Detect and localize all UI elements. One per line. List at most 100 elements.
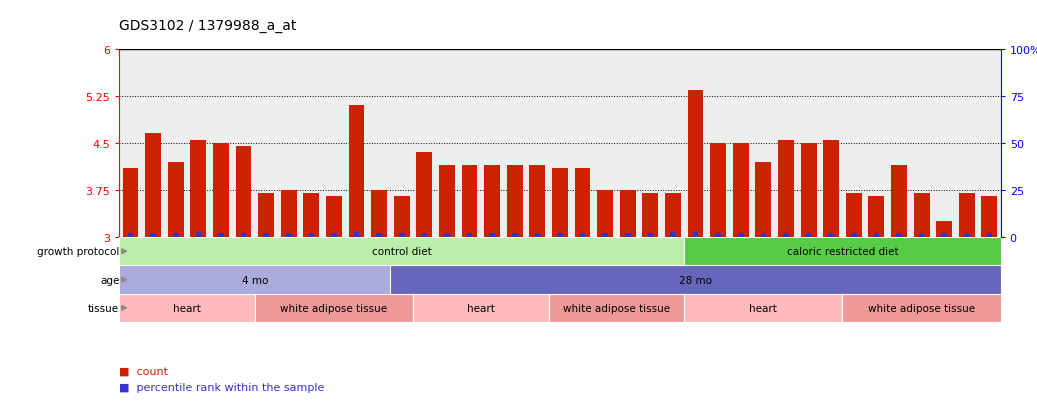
Bar: [168, 162, 184, 237]
Bar: [549, 294, 684, 322]
Bar: [241, 234, 247, 237]
Bar: [391, 266, 1001, 294]
Bar: [942, 234, 947, 237]
Bar: [665, 194, 681, 237]
Text: heart: heart: [173, 303, 201, 313]
Bar: [756, 162, 772, 237]
Bar: [119, 237, 684, 266]
Bar: [801, 144, 816, 237]
Bar: [693, 233, 698, 237]
Bar: [829, 234, 834, 237]
Bar: [964, 234, 970, 237]
Bar: [552, 169, 568, 237]
Bar: [413, 294, 549, 322]
Bar: [842, 294, 1001, 322]
Bar: [873, 234, 879, 237]
Text: growth protocol: growth protocol: [37, 247, 119, 256]
Bar: [823, 140, 839, 237]
Bar: [710, 144, 726, 237]
Bar: [348, 106, 364, 237]
Text: white adipose tissue: white adipose tissue: [280, 303, 388, 313]
Bar: [574, 169, 590, 237]
Bar: [326, 197, 342, 237]
Bar: [255, 294, 413, 322]
Bar: [417, 153, 432, 237]
Bar: [218, 234, 224, 237]
Bar: [760, 234, 766, 237]
Text: control diet: control diet: [372, 247, 431, 256]
Bar: [625, 234, 630, 237]
Bar: [716, 234, 721, 237]
Bar: [620, 190, 636, 237]
Bar: [530, 166, 545, 237]
Bar: [869, 197, 885, 237]
Text: caloric restricted diet: caloric restricted diet: [787, 247, 898, 256]
Text: heart: heart: [467, 303, 495, 313]
Bar: [557, 234, 563, 237]
Bar: [263, 234, 269, 237]
Text: age: age: [100, 275, 119, 285]
Bar: [959, 194, 975, 237]
Bar: [304, 194, 319, 237]
Bar: [986, 234, 992, 237]
Text: ■  count: ■ count: [119, 366, 168, 376]
Bar: [535, 234, 540, 237]
Text: white adipose tissue: white adipose tissue: [563, 303, 670, 313]
Bar: [213, 144, 229, 237]
Bar: [309, 234, 314, 237]
Bar: [196, 233, 201, 237]
Bar: [235, 147, 252, 237]
Bar: [119, 266, 391, 294]
Bar: [580, 234, 585, 237]
Bar: [467, 234, 472, 237]
Bar: [738, 234, 744, 237]
Bar: [422, 234, 427, 237]
Bar: [399, 234, 404, 237]
Bar: [371, 190, 387, 237]
Bar: [778, 140, 794, 237]
Bar: [914, 194, 929, 237]
Bar: [191, 140, 206, 237]
Bar: [150, 234, 156, 237]
Bar: [688, 90, 703, 237]
Bar: [507, 166, 523, 237]
Bar: [981, 197, 998, 237]
Bar: [602, 234, 608, 237]
Bar: [684, 237, 1001, 266]
Bar: [936, 222, 952, 237]
Bar: [684, 294, 842, 322]
Bar: [331, 234, 337, 237]
Bar: [896, 234, 902, 237]
Bar: [145, 134, 161, 237]
Bar: [733, 144, 749, 237]
Bar: [512, 234, 517, 237]
Text: heart: heart: [750, 303, 778, 313]
Bar: [484, 166, 500, 237]
Text: 4 mo: 4 mo: [242, 275, 268, 285]
Bar: [670, 233, 676, 237]
Bar: [597, 190, 613, 237]
Bar: [119, 294, 255, 322]
Bar: [489, 234, 495, 237]
Bar: [439, 166, 455, 237]
Bar: [173, 234, 178, 237]
Bar: [783, 234, 789, 237]
Bar: [648, 234, 653, 237]
Bar: [444, 234, 450, 237]
Text: ■  percentile rank within the sample: ■ percentile rank within the sample: [119, 382, 325, 392]
Bar: [806, 234, 811, 237]
Bar: [286, 234, 291, 237]
Bar: [376, 234, 382, 237]
Bar: [394, 197, 410, 237]
Text: GDS3102 / 1379988_a_at: GDS3102 / 1379988_a_at: [119, 19, 297, 33]
Bar: [891, 166, 907, 237]
Bar: [354, 233, 360, 237]
Text: 28 mo: 28 mo: [679, 275, 712, 285]
Bar: [846, 194, 862, 237]
Bar: [461, 166, 477, 237]
Bar: [643, 194, 658, 237]
Bar: [258, 194, 274, 237]
Bar: [122, 169, 139, 237]
Text: white adipose tissue: white adipose tissue: [868, 303, 975, 313]
Bar: [919, 234, 924, 237]
